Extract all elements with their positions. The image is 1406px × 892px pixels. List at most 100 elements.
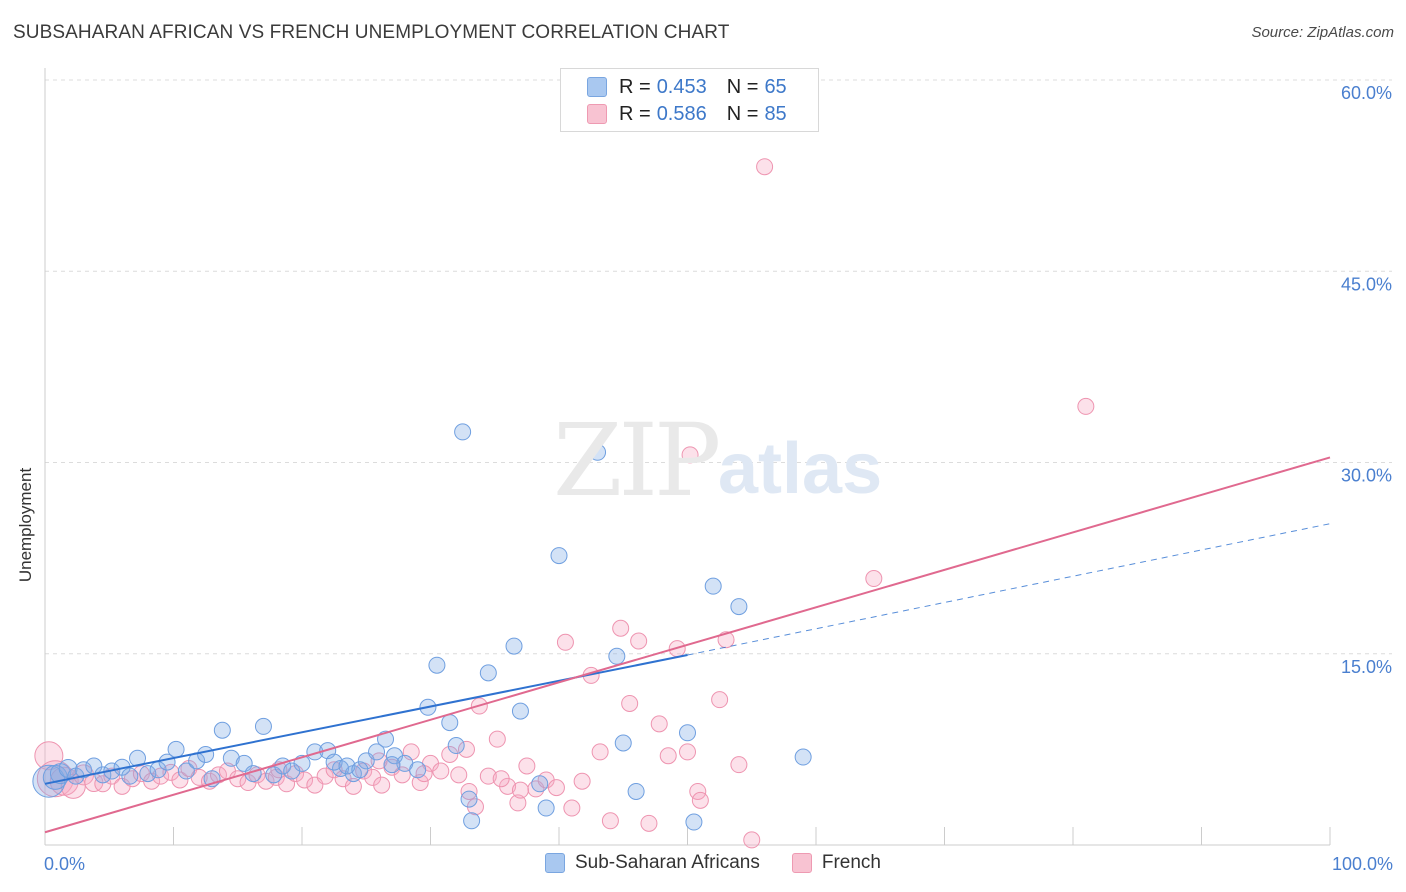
legend-n-label: N = xyxy=(726,102,759,125)
data-point-french xyxy=(681,446,699,464)
data-point-french xyxy=(171,771,189,789)
data-point-subsaharan xyxy=(121,767,139,785)
data-point-subsaharan xyxy=(794,748,812,766)
data-point-french xyxy=(563,799,581,817)
data-point-subsaharan xyxy=(685,813,703,831)
watermark-zip: ZIP xyxy=(553,402,721,519)
data-point-subsaharan xyxy=(589,443,607,461)
data-point-french xyxy=(691,791,709,809)
data-point-subsaharan xyxy=(213,721,231,739)
data-point-french xyxy=(865,570,883,588)
source-credit: Source: ZipAtlas.com xyxy=(1251,24,1394,41)
trend-line-subsaharan-extension xyxy=(687,523,1331,656)
data-point-french xyxy=(612,619,630,637)
data-point-french xyxy=(509,794,527,812)
data-point-french xyxy=(432,762,450,780)
bottom-legend-label: Sub-Saharan Africans xyxy=(575,852,760,873)
data-point-subsaharan xyxy=(197,745,215,763)
data-point-french xyxy=(373,776,391,794)
data-point-french xyxy=(411,774,429,792)
data-point-french xyxy=(457,740,475,758)
data-point-subsaharan xyxy=(454,423,472,441)
data-point-subsaharan xyxy=(338,757,356,775)
data-point-subsaharan xyxy=(505,637,523,655)
bottom-legend-swatch-pink xyxy=(791,853,812,873)
data-point-french xyxy=(556,633,574,651)
data-point-french xyxy=(344,777,362,795)
data-point-subsaharan xyxy=(351,761,369,779)
data-point-subsaharan xyxy=(428,656,446,674)
data-point-subsaharan xyxy=(704,577,722,595)
data-point-french xyxy=(573,772,591,790)
data-point-french xyxy=(756,158,774,176)
data-point-subsaharan xyxy=(177,762,195,780)
data-point-subsaharan xyxy=(679,724,696,742)
data-point-subsaharan xyxy=(463,812,481,830)
watermark-atlas: atlas xyxy=(718,429,883,509)
data-point-french xyxy=(518,757,536,775)
data-point-french xyxy=(123,770,141,788)
data-point-subsaharan xyxy=(139,765,157,783)
data-point-french xyxy=(488,730,506,748)
data-point-french xyxy=(296,771,314,789)
data-point-french xyxy=(591,743,609,761)
data-point-subsaharan xyxy=(511,702,529,720)
data-point-subsaharan xyxy=(479,664,497,682)
data-point-subsaharan xyxy=(222,749,240,767)
data-point-french xyxy=(630,632,648,650)
legend-r-label: R = xyxy=(619,75,651,98)
chart-title: SUBSAHARAN AFRICAN VS FRENCH UNEMPLOYMEN… xyxy=(13,22,730,43)
y-axis-label: Unemployment xyxy=(16,467,35,583)
data-point-french xyxy=(601,812,619,830)
data-point-subsaharan xyxy=(167,740,185,758)
data-point-subsaharan xyxy=(614,734,632,752)
data-point-french xyxy=(1077,397,1095,415)
data-point-subsaharan xyxy=(730,598,748,616)
legend-r-value: 0.586 xyxy=(656,102,707,125)
bottom-legend-item-subsaharan: Sub-Saharan Africans xyxy=(545,852,760,874)
y-tick-label: 15.0% xyxy=(1341,657,1392,677)
data-point-french xyxy=(34,741,64,771)
data-point-subsaharan xyxy=(129,749,147,767)
data-point-subsaharan xyxy=(75,761,93,779)
data-point-french xyxy=(640,814,658,832)
data-point-french xyxy=(659,747,677,765)
x-tick-label: 100.0% xyxy=(1332,854,1393,874)
data-point-subsaharan xyxy=(254,717,272,735)
legend-r-label: R = xyxy=(619,102,651,125)
data-point-french xyxy=(441,745,459,763)
legend-row-french: R = 0.586 N = 85 xyxy=(587,102,787,126)
data-point-french xyxy=(492,770,510,788)
y-tick-label: 60.0% xyxy=(1341,83,1392,103)
data-point-subsaharan xyxy=(608,647,626,665)
data-point-subsaharan xyxy=(550,547,568,565)
data-point-french xyxy=(730,756,748,774)
data-point-subsaharan xyxy=(377,730,395,748)
legend-r-value: 0.453 xyxy=(656,75,707,98)
bottom-legend: Sub-Saharan Africans French xyxy=(545,852,913,874)
data-point-subsaharan xyxy=(265,766,283,784)
legend-n-value: 65 xyxy=(764,75,787,98)
data-point-french xyxy=(650,715,668,733)
bottom-legend-swatch-blue xyxy=(545,853,565,873)
data-point-subsaharan xyxy=(460,790,478,808)
data-point-subsaharan xyxy=(409,761,427,779)
x-tick-label: 0.0% xyxy=(44,854,85,874)
data-point-subsaharan xyxy=(368,743,386,761)
y-tick-label: 30.0% xyxy=(1341,466,1392,486)
bottom-legend-label: French xyxy=(821,852,881,873)
data-point-french xyxy=(511,781,529,799)
data-point-subsaharan xyxy=(441,714,459,732)
data-point-subsaharan xyxy=(325,753,343,771)
data-point-french xyxy=(621,694,639,712)
data-point-french xyxy=(743,831,761,849)
y-axis-label-wrap: Unemployment xyxy=(6,340,46,710)
legend-n-value: 85 xyxy=(764,102,787,125)
trend-line-french xyxy=(44,456,1331,834)
data-point-french xyxy=(479,767,497,785)
legend-swatch-blue xyxy=(587,77,607,97)
data-point-subsaharan xyxy=(531,775,549,793)
legend: R = 0.453 N = 65 R = 0.586 N = 85 xyxy=(560,68,819,132)
data-point-french xyxy=(450,766,468,784)
